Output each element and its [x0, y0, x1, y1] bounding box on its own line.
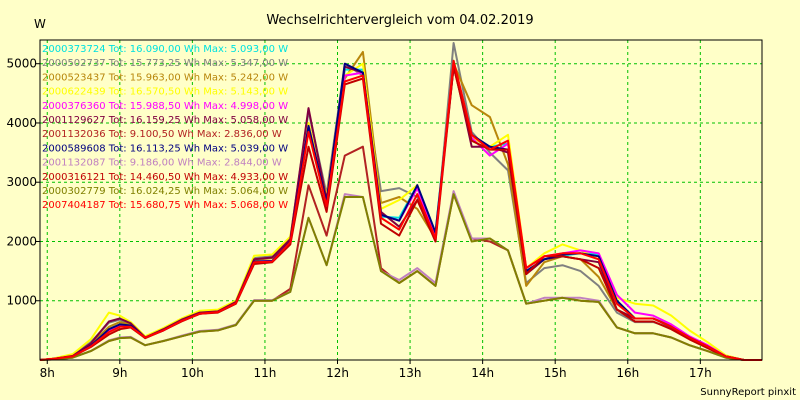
legend-entry-9: 2001132087 Tot: 9.186,00 Wh Max: 2.844,0… — [42, 158, 282, 169]
series-line-12 — [39, 59, 762, 361]
legend-entry-10: 2000316121 Tot: 14.460,50 Wh Max: 4.933,… — [42, 172, 288, 183]
axis-layer: 8h 9h 10h 11h 12h 13h 14h 15h 16h 17h 1000 2000 3000… — [6, 57, 711, 380]
y-tick-label: 5000 — [6, 57, 37, 71]
y-tick-label: 2000 — [6, 234, 37, 248]
y-tick-label: 4000 — [6, 116, 37, 130]
series-layer — [39, 42, 762, 361]
x-tick-label: 13h — [399, 366, 422, 380]
x-tick-label: 10h — [181, 366, 204, 380]
legend-entry-12: 2007404187 Tot: 15.680,75 Wh Max: 5.068,… — [42, 200, 288, 211]
y-axis-unit-label: W — [34, 17, 46, 31]
x-tick-label: 11h — [254, 366, 277, 380]
chart-title: Wechselrichtervergleich vom 04.02.2019 — [266, 13, 533, 28]
legend-entry-5: 2000376360 Tot: 15.988,50 Wh Max: 4.998,… — [42, 101, 288, 112]
series-line-11 — [39, 193, 762, 361]
legend-entry-4: 2000622439 Tot: 16.570,50 Wh Max: 5.143,… — [42, 87, 288, 98]
plot-frame — [39, 39, 763, 361]
x-tick-label: 14h — [471, 366, 494, 380]
y-tick-label: 3000 — [6, 175, 37, 189]
legend-entry-11: 2000302779 Tot: 16.024,25 Wh Max: 5.064,… — [42, 186, 288, 197]
x-tick-label: 15h — [544, 366, 567, 380]
footer-credit: SunnyReport pinxit — [700, 387, 796, 398]
legend-entry-6: 2001129627 Tot: 16.159,25 Wh Max: 5.058,… — [42, 115, 288, 126]
x-tick-label: 16h — [616, 366, 639, 380]
legend-layer: 2000373724 Tot: 16.090,00 Wh Max: 5.093,… — [42, 44, 288, 211]
x-tick-label: 9h — [112, 366, 127, 380]
x-tick-label: 17h — [689, 366, 712, 380]
y-tick-label: 1000 — [6, 294, 37, 308]
legend-entry-3: 2000523437 Tot: 15.963,00 Wh Max: 5.242,… — [42, 72, 288, 83]
legend-entry-1: 2000373724 Tot: 16.090,00 Wh Max: 5.093,… — [42, 44, 288, 55]
x-tick-label: 8h — [40, 366, 55, 380]
legend-entry-7: 2001132036 Tot: 9.100,50 Wh Max: 2.836,0… — [42, 129, 282, 140]
legend-entry-2: 2000502737 Tot: 15.773,25 Wh Max: 5.347,… — [42, 58, 288, 69]
legend-entry-8: 2000589608 Tot: 16.113,25 Wh Max: 5.039,… — [42, 143, 288, 154]
grid-layer — [40, 40, 762, 360]
x-tick-label: 12h — [326, 366, 349, 380]
